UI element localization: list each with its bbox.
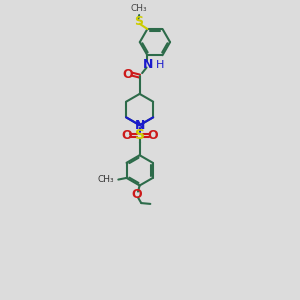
Text: O: O: [148, 129, 158, 142]
Text: O: O: [132, 188, 142, 201]
Text: CH₃: CH₃: [97, 175, 114, 184]
Text: S: S: [134, 15, 143, 28]
Text: O: O: [121, 129, 132, 142]
Text: O: O: [123, 68, 134, 81]
Text: S: S: [135, 128, 145, 142]
Text: N: N: [143, 58, 153, 71]
Text: N: N: [134, 118, 145, 132]
Text: CH₃: CH₃: [131, 4, 148, 13]
Text: H: H: [155, 60, 164, 70]
